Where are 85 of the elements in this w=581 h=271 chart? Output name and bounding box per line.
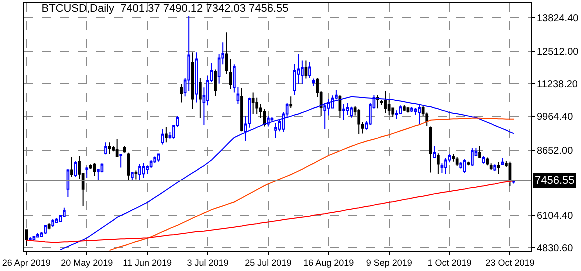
candlestick (452, 154, 455, 162)
y-tick-label: 12512.00 (537, 47, 580, 58)
candlestick (490, 163, 493, 171)
line-series (109, 118, 514, 251)
candlestick (410, 106, 414, 113)
candlestick (180, 84, 183, 104)
ref-line-label: 7456.55 (535, 175, 575, 187)
candlestick (467, 161, 470, 166)
candlestick (324, 102, 327, 130)
candlestick (252, 92, 255, 115)
candlestick (86, 166, 89, 178)
candlestick (165, 126, 168, 144)
candlestick (199, 78, 202, 119)
candlestick (346, 102, 350, 116)
candlestick (256, 97, 259, 115)
line-series (26, 180, 514, 244)
x-tick-label: 16 Aug 2019 (304, 258, 354, 268)
candlestick (342, 104, 346, 121)
candlestick (312, 78, 316, 87)
candlestick (460, 162, 463, 170)
candlestick (482, 156, 486, 164)
candlestick (463, 158, 466, 174)
candlestick (437, 153, 440, 175)
candlestick (116, 138, 119, 158)
chart-title: BTCUSD,Daily 7401.37 7490.12 7342.03 7456.55 (42, 2, 289, 15)
candlestick (52, 218, 55, 228)
x-tick-label: 20 May 2019 (61, 258, 114, 268)
candlestick (157, 154, 160, 162)
candlestick (70, 156, 74, 178)
candlestick (131, 172, 134, 182)
candlestick (240, 88, 244, 132)
candlestick (508, 161, 512, 187)
candlestick (154, 156, 157, 164)
candlestick (142, 162, 146, 179)
x-tick-label: 23 Oct 2019 (486, 258, 535, 268)
candlestick (497, 162, 500, 175)
candlestick (108, 142, 112, 155)
y-tick-label: 11238.20 (537, 80, 578, 91)
candlestick (456, 156, 459, 167)
candlestick (304, 60, 308, 80)
y-tick-label: 6104.40 (537, 210, 574, 222)
x-tick-label: 26 Apr 2019 (2, 258, 51, 268)
candlestick (214, 69, 217, 96)
candlestick (478, 145, 482, 159)
candlestick (274, 122, 278, 139)
candlestick (138, 164, 142, 182)
candlestick (501, 158, 504, 166)
x-tick-label: 25 Jul 2019 (245, 258, 292, 268)
candlestick (358, 108, 361, 135)
candlestick (55, 218, 58, 224)
candlestick (48, 222, 51, 230)
candlestick (486, 157, 489, 166)
candlestick (494, 164, 497, 172)
candlestick (104, 142, 108, 156)
candlestick (350, 106, 353, 118)
candlestick (384, 91, 387, 114)
candlestick (161, 128, 164, 146)
candlestick (290, 96, 293, 109)
candlestick (36, 232, 40, 238)
candlestick (93, 162, 96, 177)
candlestick (403, 104, 406, 112)
candlestick (263, 108, 266, 128)
x-tick-label: 9 Sep 2019 (366, 258, 412, 268)
candlestick (471, 148, 474, 167)
candlestick (429, 126, 432, 174)
candlestick (418, 104, 421, 125)
y-tick-label: 8652.00 (537, 146, 574, 157)
candlestick (338, 94, 342, 119)
x-tick-label: 11 Jun 2019 (123, 258, 172, 268)
candlestick (66, 168, 70, 198)
candlestick (44, 224, 47, 234)
candlestick (444, 158, 448, 175)
x-tick-label: 3 Jul 2019 (187, 258, 229, 268)
candlestick (308, 62, 312, 78)
candlestick (123, 146, 126, 154)
y-tick-label: 4830.60 (537, 244, 574, 255)
y-tick-label: 9964.40 (537, 112, 574, 124)
candlestick (433, 145, 436, 159)
candlestick (120, 154, 123, 168)
candlestick (195, 52, 198, 104)
candlestick (127, 152, 130, 182)
candlestick (134, 170, 138, 180)
y-tick-label: 13824.40 (537, 13, 580, 24)
x-tick-label: 1 Oct 2019 (428, 258, 472, 268)
candlestick (191, 52, 194, 110)
